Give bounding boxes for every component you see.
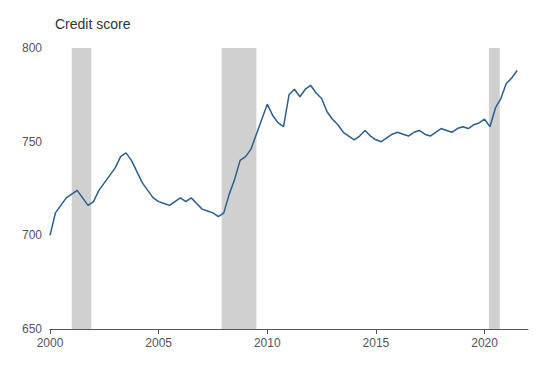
svg-text:700: 700 — [22, 228, 42, 242]
svg-text:2010: 2010 — [254, 336, 281, 350]
svg-text:2000: 2000 — [37, 336, 64, 350]
svg-text:2020: 2020 — [471, 336, 498, 350]
svg-text:650: 650 — [22, 322, 42, 336]
svg-text:2005: 2005 — [145, 336, 172, 350]
svg-text:Credit score: Credit score — [55, 16, 131, 32]
svg-text:2015: 2015 — [363, 336, 390, 350]
svg-text:750: 750 — [22, 135, 42, 149]
svg-text:800: 800 — [22, 41, 42, 55]
